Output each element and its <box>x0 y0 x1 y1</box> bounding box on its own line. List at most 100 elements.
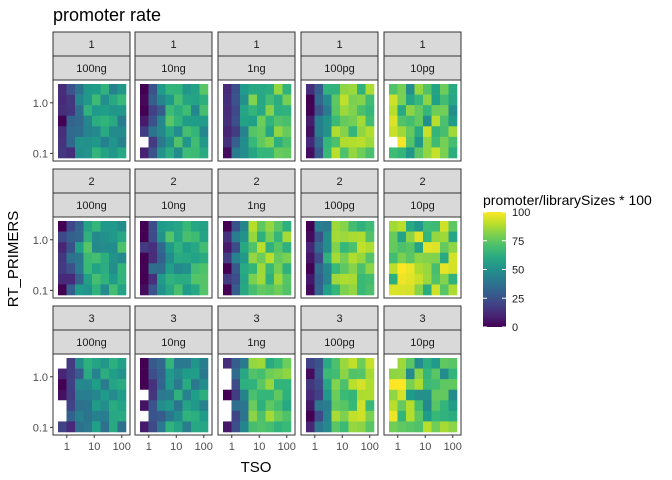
heatmap-tile <box>406 368 415 380</box>
heatmap-tile <box>257 221 266 232</box>
heatmap-tile <box>140 94 149 106</box>
heatmap-tile <box>265 400 275 412</box>
facet-panel: 1 1ng <box>217 31 296 162</box>
heatmap-tile <box>157 84 166 95</box>
heatmap-tile <box>389 126 398 138</box>
heatmap-tile <box>223 84 232 95</box>
heatmap-tile <box>117 358 127 369</box>
heatmap-tile <box>257 147 266 159</box>
heatmap-tile <box>257 368 266 380</box>
heatmap-tile <box>231 273 241 285</box>
heatmap-tile <box>109 94 118 106</box>
heatmap-tile <box>191 273 200 285</box>
heatmap-tile <box>199 400 209 412</box>
heatmap-tile <box>66 94 76 106</box>
heatmap-tile <box>174 105 183 117</box>
heatmap-tile <box>414 389 424 401</box>
heatmap-tile <box>265 136 275 148</box>
heatmap-tile <box>431 389 441 401</box>
heatmap-tile <box>414 379 424 391</box>
heatmap-tile <box>348 105 358 117</box>
heatmap-tile <box>66 410 76 422</box>
heatmap-tile <box>257 136 266 148</box>
heatmap-tile <box>58 126 67 138</box>
heatmap-tile <box>389 221 398 232</box>
heatmap-tile <box>174 410 183 422</box>
heatmap-tile <box>240 147 249 159</box>
heatmap-tile <box>165 273 175 285</box>
heatmap-tile <box>306 421 315 433</box>
heatmap-tile <box>282 221 292 232</box>
heatmap-tile <box>440 379 449 391</box>
heatmap-tile <box>140 400 149 412</box>
heatmap-tile <box>148 284 158 296</box>
heatmap-tile <box>406 115 415 127</box>
heatmap-tile <box>265 94 275 106</box>
heatmap-tile <box>331 252 341 264</box>
heatmap-tile <box>174 252 183 264</box>
heatmap-tile <box>182 358 192 369</box>
heatmap-tile <box>423 136 432 148</box>
heatmap-tile <box>423 221 432 232</box>
heatmap-tile <box>340 84 349 95</box>
heatmap-tile <box>75 368 84 380</box>
heatmap-tile <box>365 231 375 243</box>
heatmap-tile <box>83 221 93 232</box>
strip-col-label-box <box>52 55 131 81</box>
strip-row-label: 1 <box>88 39 94 51</box>
heatmap-tile <box>331 136 341 148</box>
x-tick-label: 1 <box>146 441 152 453</box>
heatmap-tile <box>265 284 275 296</box>
heatmap-tile <box>431 136 441 148</box>
panel-border <box>217 216 296 299</box>
heatmap-tile <box>274 221 283 232</box>
heatmap-tile <box>109 358 118 369</box>
heatmap-tile <box>274 105 283 117</box>
heatmap-tile <box>282 284 292 296</box>
heatmap-tile <box>157 263 166 275</box>
strip-col-label: 10pg <box>410 200 434 212</box>
heatmap-tile <box>265 221 275 232</box>
heatmap-tile <box>240 368 249 380</box>
heatmap-tile <box>191 94 200 106</box>
heatmap-tile <box>223 94 232 106</box>
heatmap-tile <box>148 273 158 285</box>
heatmap-tile <box>66 389 76 401</box>
heatmap-tile <box>248 389 258 401</box>
heatmap-tile <box>323 273 332 285</box>
heatmap-tile <box>323 368 332 380</box>
legend-colorbar <box>483 212 506 327</box>
heatmap-tile <box>365 147 375 159</box>
heatmap-tile <box>406 273 415 285</box>
heatmap-tile <box>282 421 292 433</box>
heatmap-tile <box>182 410 192 422</box>
heatmap-tile <box>75 410 84 422</box>
heatmap-tile <box>58 284 67 296</box>
heatmap-tile <box>174 126 183 138</box>
heatmap-tile <box>92 252 101 264</box>
heatmap-tile <box>282 252 292 264</box>
heatmap-tile <box>148 221 158 232</box>
heatmap-tile <box>58 231 67 243</box>
heatmap-tile <box>148 242 158 254</box>
facet-panels: 1 100ng 1.0 0.1 1 10ng 1 1ng 1 100pg 1 10pg 2 100ng 1.… <box>33 31 462 453</box>
heatmap-tile <box>397 284 407 296</box>
heatmap-tile <box>348 147 358 159</box>
heatmap-tile <box>348 400 358 412</box>
heatmap-tile <box>365 105 375 117</box>
heatmap-tile <box>431 379 441 391</box>
heatmap-tile <box>389 115 398 127</box>
heatmap-tile <box>83 358 93 369</box>
heatmap-tile <box>240 84 249 95</box>
heatmap-tile <box>58 400 67 412</box>
heatmap-tile <box>265 410 275 422</box>
heatmap-tile <box>282 368 292 380</box>
heatmap-tile <box>92 284 101 296</box>
panel-border <box>383 353 462 436</box>
heatmap-tile <box>423 368 432 380</box>
heatmap-tile <box>282 379 292 391</box>
heatmap-tile <box>174 263 183 275</box>
heatmap-tile <box>348 379 358 391</box>
heatmap-tile <box>157 410 166 422</box>
heatmap-tile <box>257 105 266 117</box>
